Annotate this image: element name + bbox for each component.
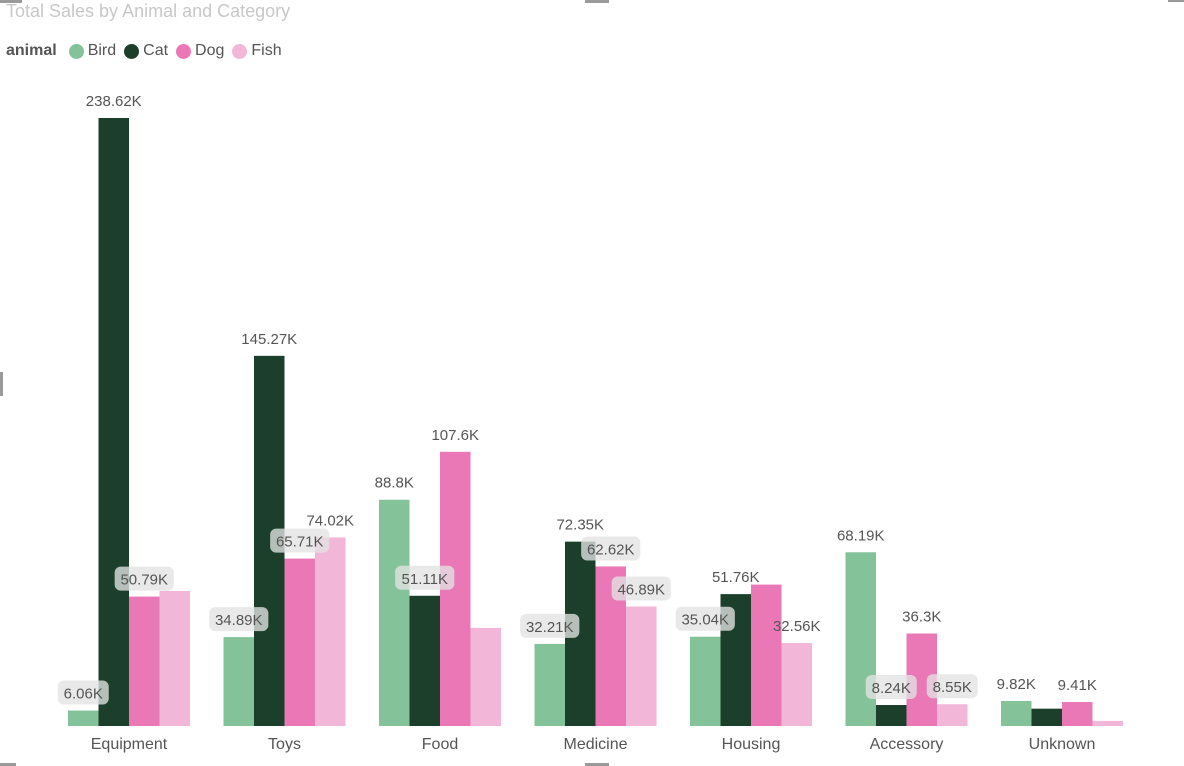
data-label-medicine-fish: 46.89K [617, 582, 665, 599]
data-label-bg-equipment-bird [57, 680, 109, 705]
bar-unknown-dog[interactable] [1062, 702, 1093, 726]
data-label-equipment-bird: 6.06K [64, 686, 103, 703]
bar-toys-bird[interactable] [223, 637, 255, 726]
bar-housing-dog[interactable] [751, 584, 782, 726]
data-label-equipment-dog: 50.79K [120, 572, 168, 589]
data-label-accessory-fish: 8.55K [933, 679, 972, 696]
legend-title: animal [6, 42, 57, 59]
x-tick-label-equipment: Equipment [91, 736, 168, 753]
bar-unknown-bird[interactable] [1001, 700, 1032, 726]
data-label-medicine-dog: 62.62K [587, 541, 635, 558]
data-label-bg-accessory-cat [865, 675, 917, 700]
data-label-accessory-dog: 36.3K [902, 609, 941, 626]
legend-item-fish[interactable]: Fish [232, 42, 282, 60]
data-label-bg-toys-bird [209, 607, 269, 632]
data-label-bg-medicine-dog [581, 536, 641, 561]
data-label-toys-fish: 74.02K [306, 512, 354, 529]
data-label-bg-accessory-fish [926, 674, 978, 699]
data-label-housing-bird: 35.04K [681, 612, 729, 629]
legend-item-bird[interactable]: Bird [68, 42, 117, 60]
bar-accessory-fish[interactable] [937, 704, 968, 726]
data-label-medicine-bird: 32.21K [526, 619, 574, 636]
x-tick-label-housing: Housing [722, 736, 781, 753]
data-label-housing-cat: 51.76K [712, 569, 760, 586]
data-label-food-bird: 88.8K [375, 475, 414, 492]
data-label-unknown-dog: 9.41K [1058, 677, 1097, 694]
bar-medicine-fish[interactable] [626, 606, 657, 726]
legend-marker-fish [232, 43, 248, 59]
data-label-toys-bird: 34.89K [215, 612, 263, 629]
frame-handle-left-middle[interactable] [0, 372, 3, 396]
legend-marker-bird [68, 43, 84, 59]
bar-housing-bird[interactable] [690, 636, 721, 726]
data-label-bg-toys-dog [270, 528, 330, 553]
frame-handle-bottom-middle[interactable] [585, 763, 609, 766]
legend-label-cat: Cat [143, 42, 169, 59]
data-label-bg-food-cat [395, 565, 455, 590]
data-label-equipment-cat: 238.62K [86, 93, 142, 110]
data-label-toys-dog: 65.71K [276, 534, 324, 551]
legend-label-fish: Fish [251, 42, 282, 59]
data-label-food-dog: 107.6K [431, 427, 479, 444]
data-label-bg-equipment-dog [114, 566, 174, 591]
x-tick-label-toys: Toys [268, 736, 301, 753]
bar-food-fish[interactable] [470, 627, 502, 726]
legend-label-bird: Bird [87, 42, 117, 59]
data-label-accessory-bird: 68.19K [837, 527, 885, 544]
data-label-bg-medicine-bird [520, 613, 580, 638]
legend-marker-cat [124, 43, 140, 59]
data-label-toys-cat: 145.27K [241, 331, 297, 348]
bar-unknown-cat[interactable] [1031, 708, 1063, 726]
data-label-food-cat: 51.11K [402, 571, 448, 588]
bar-housing-fish[interactable] [781, 643, 813, 726]
bar-equipment-bird[interactable] [68, 710, 99, 726]
frame-handle-top-right[interactable] [1168, 0, 1184, 2]
bar-equipment-cat[interactable] [98, 118, 130, 726]
frame-handle-bottom-left[interactable] [0, 763, 16, 766]
bar-equipment-fish[interactable] [159, 590, 191, 726]
legend: animal Bird Cat Dog Fish [6, 42, 290, 60]
bar-equipment-dog[interactable] [129, 596, 160, 726]
legend-marker-dog [176, 43, 192, 59]
bar-medicine-bird[interactable] [534, 643, 566, 726]
data-label-medicine-cat: 72.35K [556, 517, 604, 534]
x-tick-label-unknown: Unknown [1029, 736, 1096, 753]
x-tick-label-accessory: Accessory [870, 736, 944, 753]
bar-accessory-cat[interactable] [876, 705, 907, 726]
bar-food-cat[interactable] [409, 595, 441, 726]
frame-handle-top-middle[interactable] [585, 0, 609, 3]
data-label-housing-fish: 32.56K [773, 618, 821, 635]
chart-title: Total Sales by Animal and Category [6, 1, 291, 21]
x-tick-label-medicine: Medicine [563, 736, 627, 753]
data-label-unknown-bird: 9.82K [997, 676, 1036, 693]
bar-accessory-bird[interactable] [845, 552, 877, 726]
x-tick-label-food: Food [422, 736, 458, 753]
bar-toys-fish[interactable] [315, 537, 346, 726]
data-label-bg-housing-bird [675, 606, 735, 631]
bar-food-bird[interactable] [379, 499, 410, 726]
legend-item-cat[interactable]: Cat [124, 42, 168, 60]
bar-unknown-fish[interactable] [1092, 720, 1124, 726]
legend-label-dog: Dog [195, 42, 225, 59]
bar-toys-dog[interactable] [284, 558, 316, 726]
frame-handle-top-left[interactable] [0, 0, 22, 3]
legend-item-dog[interactable]: Dog [176, 42, 224, 60]
data-label-accessory-cat: 8.24K [872, 680, 911, 697]
data-label-bg-medicine-fish [611, 576, 671, 601]
